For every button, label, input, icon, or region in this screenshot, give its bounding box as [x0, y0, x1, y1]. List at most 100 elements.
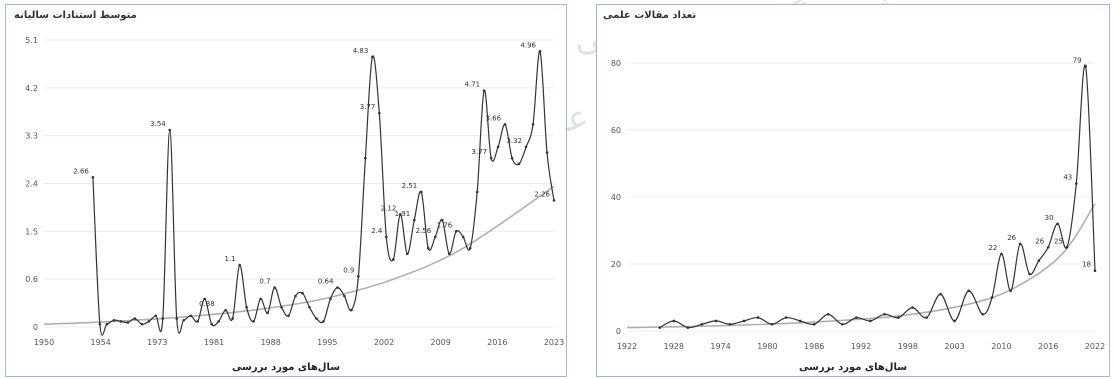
data-point	[700, 323, 704, 326]
data-point	[812, 323, 816, 326]
y-tick-label: 5.1	[25, 36, 38, 45]
data-label: 2.66	[73, 167, 89, 175]
data-point	[105, 322, 109, 326]
data-point	[273, 286, 276, 289]
data-point	[1018, 242, 1022, 246]
x-tick-label: 2003	[944, 342, 964, 351]
data-point	[798, 319, 802, 323]
x-tick-label: 1954	[90, 338, 110, 347]
x-tick-label: 1974	[710, 342, 730, 351]
data-point	[392, 258, 395, 261]
data-label: 1.76	[437, 221, 453, 229]
data-point	[280, 306, 283, 309]
x-tick-label: 1922	[617, 342, 637, 351]
chart-title: متوسط استنادات سالیانه	[14, 10, 137, 21]
data-point	[770, 323, 774, 326]
y-tick-label: 0	[33, 323, 38, 332]
data-label: 4.83	[353, 47, 369, 55]
data-point	[287, 314, 290, 318]
data-point	[517, 162, 521, 166]
data-point	[196, 320, 199, 323]
data-point	[545, 151, 549, 154]
data-point	[524, 145, 528, 149]
x-axis-label: سال‌های مورد بررسی	[798, 362, 908, 373]
data-point	[329, 297, 332, 301]
x-tick-label: 1992	[851, 342, 871, 351]
data-label: 4.96	[520, 41, 536, 49]
data-label: 0.64	[318, 278, 334, 286]
citations-chart-panel: متوسط استنادات سالیانه 0 0.6 1.5 2.4 3.3 4.2 5…	[5, 4, 567, 377]
data-point	[245, 306, 248, 309]
data-point	[496, 145, 500, 149]
data-label: 0.7	[259, 278, 270, 286]
data-label: 3.77	[472, 148, 488, 156]
data-point	[1028, 272, 1031, 276]
data-point	[1037, 259, 1041, 262]
data-point	[364, 156, 367, 160]
data-point	[482, 89, 486, 92]
data-label: 1.91	[395, 210, 411, 218]
data-point	[489, 156, 493, 160]
data-label: 2.26	[534, 190, 550, 198]
x-tick-label: 1950	[34, 338, 54, 347]
data-label: 43	[1063, 174, 1072, 182]
data-point	[714, 319, 718, 323]
data-point	[112, 318, 116, 322]
data-point	[210, 322, 213, 326]
x-tick-label: 2023	[544, 338, 564, 347]
x-axis-label: سال‌های مورد بررسی	[231, 362, 341, 373]
data-point	[538, 49, 542, 53]
data-point	[126, 321, 130, 324]
data-point	[161, 317, 165, 320]
y-tick-label: 3.3	[25, 132, 38, 141]
data-label: 0.9	[343, 266, 354, 274]
x-tick-label: 2002	[374, 338, 394, 347]
data-point	[371, 55, 374, 59]
data-point	[1093, 269, 1097, 273]
citations-chart-plot: 0 0.6 1.5 2.4 3.3 4.2 5.1 1950 1954 1973 1981 1988 1…	[25, 36, 564, 347]
x-tick-label: 2010	[991, 342, 1011, 351]
data-point	[378, 111, 381, 115]
data-point	[911, 306, 914, 309]
data-label: 2.4	[371, 227, 383, 235]
x-tick-label: 1995	[317, 338, 337, 347]
x-tick-label: 2022	[1085, 342, 1105, 351]
y-tick-label: 4.2	[25, 84, 38, 93]
data-point	[686, 326, 690, 329]
data-point	[826, 312, 830, 316]
x-tick-label: 1981	[204, 338, 224, 347]
data-label: 26	[1035, 237, 1044, 245]
data-point	[1056, 222, 1059, 226]
data-label: 3.77	[360, 103, 376, 111]
data-point	[981, 312, 984, 316]
data-point	[855, 316, 858, 319]
data-point	[990, 296, 994, 299]
y-tick-label: 80	[611, 59, 621, 68]
data-point	[784, 316, 788, 319]
data-point	[259, 297, 262, 301]
data-label: 30	[1045, 214, 1054, 222]
data-label: 1.1	[224, 255, 235, 263]
data-point	[925, 316, 928, 319]
data-point	[1009, 289, 1013, 293]
data-point	[168, 128, 172, 132]
data-point	[461, 235, 465, 239]
data-point	[405, 252, 409, 256]
data-point	[419, 190, 423, 194]
data-point	[1046, 245, 1050, 249]
data-point	[301, 291, 304, 295]
data-point	[510, 156, 514, 160]
data-point	[343, 294, 346, 298]
articles-chart-plot: 0 20 40 60 80 1922 1928 1974 1980 1986 1992 1998 200…	[611, 56, 1105, 351]
series-line	[92, 50, 555, 336]
data-point	[175, 317, 179, 320]
articles-chart-panel: تعداد مقالات علمی 0 20 40 60 80 1922 1928 1974 1…	[596, 4, 1110, 377]
data-point	[412, 218, 416, 222]
data-point	[294, 294, 297, 298]
x-tick-label: 1986	[804, 342, 824, 351]
data-point	[672, 319, 676, 323]
data-point	[468, 246, 472, 250]
data-label: 18	[1082, 261, 1091, 269]
data-point	[357, 275, 360, 278]
data-point	[133, 317, 137, 320]
